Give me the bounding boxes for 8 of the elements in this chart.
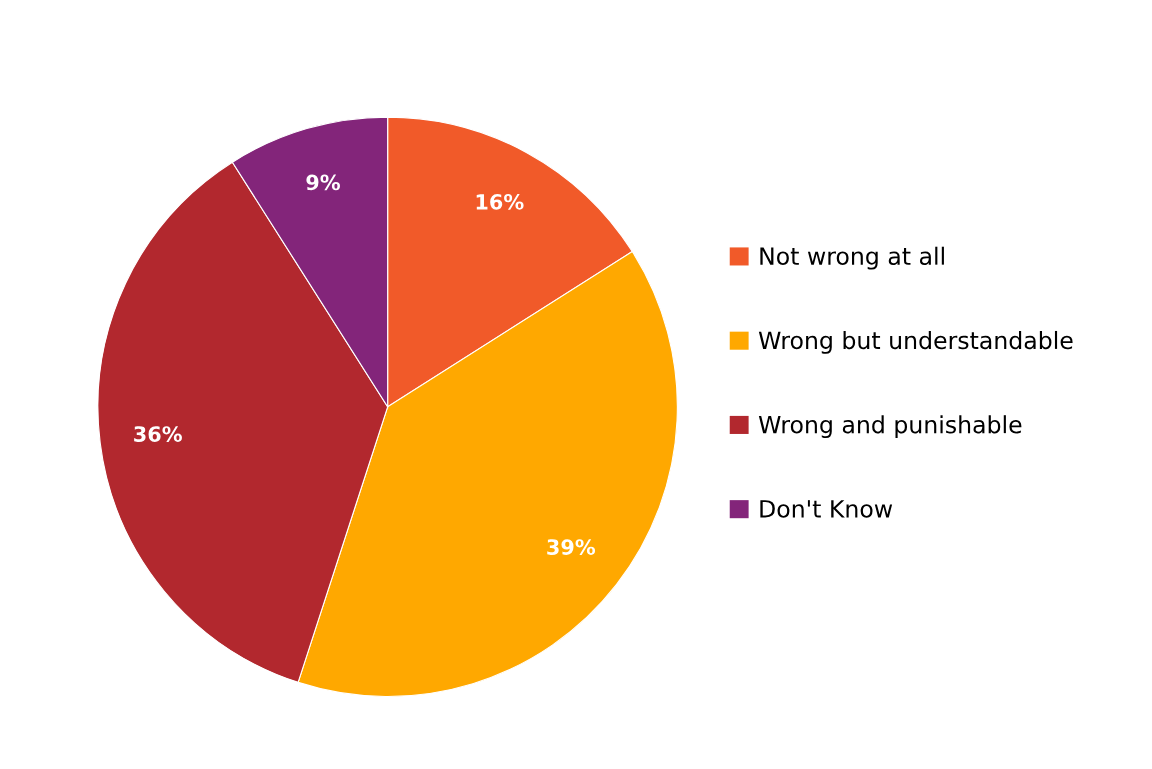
legend-label: Wrong but understandable: [758, 330, 1073, 354]
data-label: 16%: [476, 193, 524, 210]
legend-label: Don't Know: [760, 500, 893, 518]
data-label: 39%: [547, 539, 596, 555]
legend-label: Wrong and punishable: [758, 415, 1022, 439]
data-label: 9%: [306, 174, 340, 191]
legend-label: Not wrong at all: [760, 246, 944, 270]
data-label: 36%: [134, 426, 182, 442]
